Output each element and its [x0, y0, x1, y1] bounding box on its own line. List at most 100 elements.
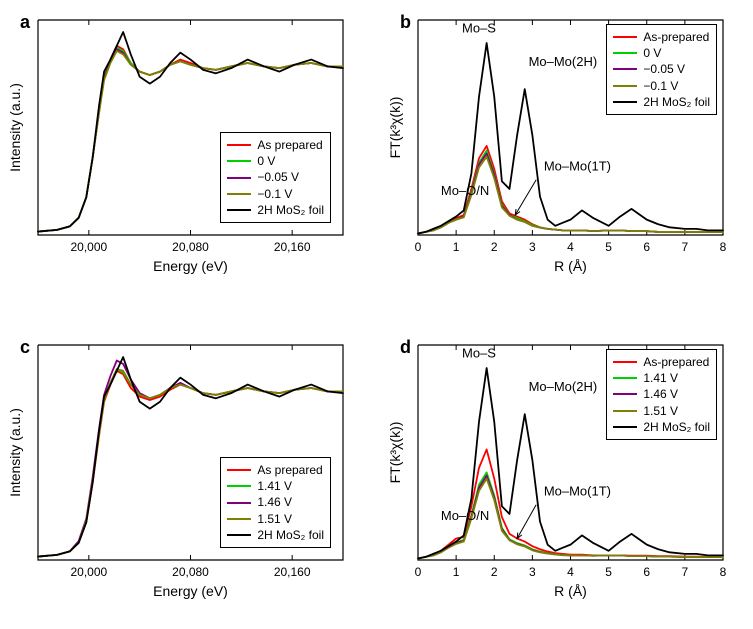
- legend-swatch: [227, 518, 251, 520]
- legend-item: 2H MoS₂ foil: [227, 202, 324, 218]
- panel-label-c: c: [20, 337, 30, 358]
- panel-c: c20,00020,08020,160Energy (eV)Intensity …: [38, 345, 343, 620]
- legend-label: As-prepared: [643, 354, 709, 370]
- panel-d: d012345678R (Å)FT(k³χ(k))Mo–SMo–Mo(2H)Mo…: [418, 345, 723, 620]
- peak-label: Mo–Mo(2H): [529, 54, 598, 69]
- arrow-head: [515, 209, 520, 215]
- panel-b: b012345678R (Å)FT(k³χ(k))Mo–SMo–Mo(2H)Mo…: [418, 20, 723, 295]
- legend-item: 1.51 V: [227, 511, 324, 527]
- legend-item: As-prepared: [613, 29, 710, 45]
- peak-label: Mo–S: [462, 345, 496, 360]
- panel-a: a20,00020,08020,160Energy (eV)Intensity …: [38, 20, 343, 295]
- legend-label: 1.51 V: [257, 511, 292, 527]
- legend-swatch: [227, 469, 251, 471]
- legend-swatch: [613, 85, 637, 87]
- legend-label: 1.41 V: [643, 370, 678, 386]
- xlabel: Energy (eV): [153, 258, 228, 274]
- xtick-label: 6: [643, 240, 650, 254]
- ylabel: Intensity (a.u.): [7, 83, 23, 172]
- legend-swatch: [613, 68, 637, 70]
- legend-label: As-prepared: [643, 29, 709, 45]
- legend-swatch: [613, 36, 637, 38]
- legend-item: −0.1 V: [227, 186, 324, 202]
- ylabel: FT(k³χ(k)): [387, 97, 403, 159]
- legend-label: 1.51 V: [643, 403, 678, 419]
- legend-label: −0.05 V: [643, 61, 685, 77]
- legend-swatch: [227, 193, 251, 195]
- legend-label: 2H MoS₂ foil: [643, 94, 710, 110]
- legend-item: 1.41 V: [227, 478, 324, 494]
- ylabel: FT(k³χ(k)): [387, 422, 403, 484]
- legend-item: As-prepared: [613, 354, 710, 370]
- xtick-label: 4: [567, 565, 574, 579]
- peak-label: Mo–Mo(2H): [529, 379, 598, 394]
- xtick-label: 0: [415, 240, 422, 254]
- peak-label: Mo–O/N: [441, 508, 489, 523]
- legend-swatch: [613, 410, 637, 412]
- legend-swatch: [227, 144, 251, 146]
- legend-label: −0.05 V: [257, 169, 299, 185]
- legend-a: As prepared0 V−0.05 V−0.1 V2H MoS₂ foil: [220, 132, 331, 223]
- arrow-line: [517, 505, 536, 539]
- legend-label: 0 V: [643, 45, 661, 61]
- xtick-label: 5: [605, 240, 612, 254]
- xlabel: R (Å): [554, 583, 587, 599]
- legend-item: 0 V: [227, 153, 324, 169]
- xtick-label: 5: [605, 565, 612, 579]
- legend-label: As prepared: [257, 462, 322, 478]
- xtick-label: 1: [453, 565, 460, 579]
- xtick-label: 7: [682, 565, 689, 579]
- xtick-label: 2: [491, 565, 498, 579]
- peak-label: Mo–O/N: [441, 183, 489, 198]
- legend-swatch: [227, 485, 251, 487]
- legend-swatch: [613, 393, 637, 395]
- legend-swatch: [227, 502, 251, 504]
- xtick-label: 6: [643, 565, 650, 579]
- legend-c: As prepared1.41 V1.46 V1.51 V2H MoS₂ foi…: [220, 457, 331, 548]
- legend-swatch: [613, 361, 637, 363]
- legend-label: 2H MoS₂ foil: [643, 419, 710, 435]
- xlabel: Energy (eV): [153, 583, 228, 599]
- xtick-label: 20,080: [172, 565, 209, 579]
- legend-swatch: [227, 209, 251, 211]
- panel-label-a: a: [20, 12, 30, 33]
- legend-swatch: [227, 177, 251, 179]
- legend-item: 2H MoS₂ foil: [613, 94, 710, 110]
- legend-label: As prepared: [257, 137, 322, 153]
- xtick-label: 20,000: [70, 240, 107, 254]
- panel-label-d: d: [400, 337, 411, 358]
- legend-label: −0.1 V: [643, 78, 678, 94]
- xtick-label: 7: [682, 240, 689, 254]
- xtick-label: 4: [567, 240, 574, 254]
- xtick-label: 8: [720, 565, 727, 579]
- legend-item: −0.1 V: [613, 78, 710, 94]
- legend-label: 2H MoS₂ foil: [257, 202, 324, 218]
- xlabel: R (Å): [554, 258, 587, 274]
- xtick-label: 20,080: [172, 240, 209, 254]
- legend-item: −0.05 V: [227, 169, 324, 185]
- xtick-label: 8: [720, 240, 727, 254]
- ylabel: Intensity (a.u.): [7, 408, 23, 497]
- legend-item: As prepared: [227, 462, 324, 478]
- figure: a20,00020,08020,160Energy (eV)Intensity …: [0, 0, 753, 629]
- xtick-label: 1: [453, 240, 460, 254]
- legend-item: 1.46 V: [227, 494, 324, 510]
- legend-label: 2H MoS₂ foil: [257, 527, 324, 543]
- legend-swatch: [227, 160, 251, 162]
- xtick-label: 3: [529, 240, 536, 254]
- legend-b: As-prepared0 V−0.05 V−0.1 V2H MoS₂ foil: [606, 24, 717, 115]
- legend-d: As-prepared1.41 V1.46 V1.51 V2H MoS₂ foi…: [606, 349, 717, 440]
- peak-label: Mo–S: [462, 20, 496, 35]
- xtick-label: 2: [491, 240, 498, 254]
- peak-label: Mo–Mo(1T): [544, 484, 611, 499]
- legend-swatch: [613, 426, 637, 428]
- arrow-line: [515, 180, 536, 215]
- xtick-label: 20,000: [70, 565, 107, 579]
- legend-swatch: [613, 52, 637, 54]
- legend-item: 2H MoS₂ foil: [227, 527, 324, 543]
- legend-item: −0.05 V: [613, 61, 710, 77]
- legend-swatch: [227, 534, 251, 536]
- peak-label: Mo–Mo(1T): [544, 159, 611, 174]
- legend-swatch: [613, 101, 637, 103]
- legend-swatch: [613, 377, 637, 379]
